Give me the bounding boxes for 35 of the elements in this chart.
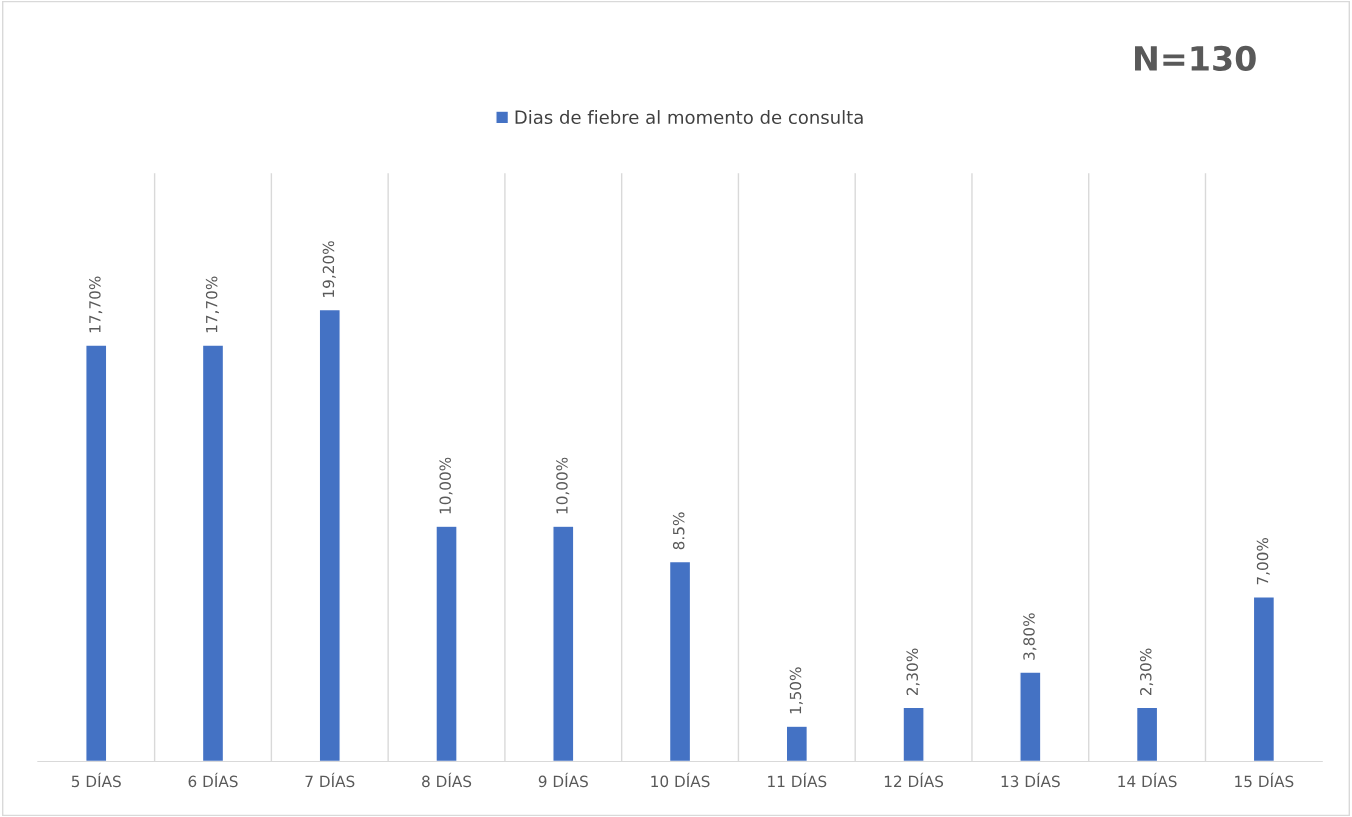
data-label: 8.5% [672,512,685,550]
data-label: 10,00% [556,457,570,514]
bar [552,525,575,762]
data-label: 2,30% [1139,648,1154,696]
bar [902,706,925,762]
bar [318,308,341,762]
bar [85,344,108,762]
x-tick-label: 12 DÍAS [884,772,944,788]
x-tick-label: 6 DÍAS [188,772,238,788]
bar [435,525,458,762]
bar [1252,596,1276,762]
data-label: 2,30% [906,648,920,696]
x-tick-label: 5 DÍAS [71,772,121,788]
data-label: 3,80% [1023,613,1037,660]
x-tick-label: 15 DÍAS [1235,772,1294,788]
x-tick-label: 11 DÍAS [768,772,827,788]
data-label: 17,70% [205,276,219,333]
x-tick-label: 13 DÍAS [1001,772,1060,788]
bar [1019,671,1042,762]
data-label: 1,50% [789,667,803,714]
data-label: 17,70% [89,276,103,333]
x-tick-label: 10 DÍAS [651,772,710,788]
data-label: 10,00% [439,457,453,514]
data-label: 7,00% [1256,537,1270,585]
bar [668,560,692,762]
x-tick-label: 7 DÍAS [305,772,355,788]
x-tick-label: 14 DÍAS [1118,772,1177,788]
data-label: 19,20% [322,241,336,297]
x-tick-label: 9 DÍAS [538,772,588,788]
bar [1135,706,1159,762]
legend-label: Dias de fiebre al momento de consulta [515,110,863,125]
text: N=130 [1135,45,1256,71]
bar [201,344,225,762]
bar [785,725,809,762]
x-tick-label: 8 DÍAS [422,772,472,788]
